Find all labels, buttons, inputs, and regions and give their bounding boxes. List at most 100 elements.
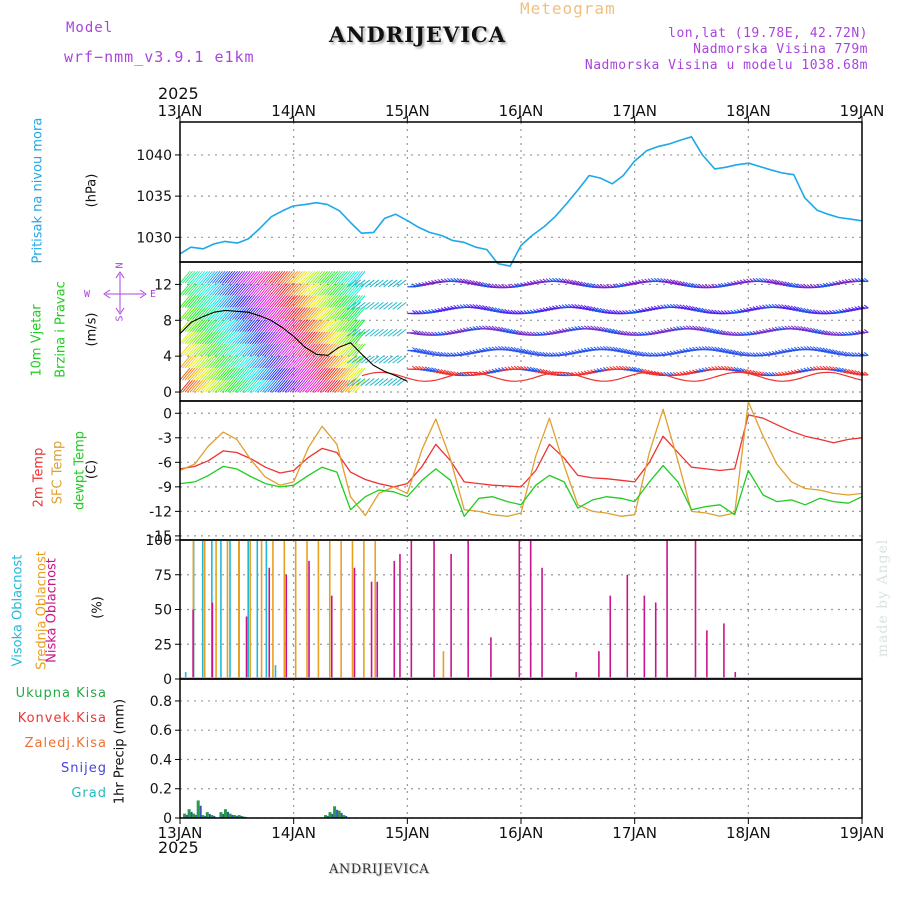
- x-tick-label-bottom: 18JAN: [726, 824, 771, 842]
- wind-barb: [194, 343, 206, 357]
- wind-barb: [254, 270, 266, 284]
- meteogram-label: Meteogram: [520, 0, 616, 18]
- wind-barb: [324, 343, 336, 357]
- wind-barb: [217, 307, 228, 320]
- wind-arrow-head: [663, 371, 669, 376]
- wind-barb: [224, 343, 236, 357]
- wind-barb: [207, 331, 218, 345]
- wind-arrow-head: [418, 365, 423, 370]
- wind-barb: [227, 355, 238, 369]
- wind-arrow-head: [622, 330, 627, 335]
- wind-arrow-head: [797, 283, 802, 288]
- wind-barb: [304, 307, 316, 320]
- precip-snow-bar: [331, 813, 334, 818]
- wind-barb: [329, 307, 341, 320]
- wind-barb: [184, 379, 196, 393]
- precip-legend-freezing: Zaledj.Kisa: [24, 736, 107, 751]
- temp-ytick-label: -3: [158, 431, 172, 447]
- wind-arrow-head: [832, 349, 837, 354]
- wind-barb: [244, 343, 256, 357]
- wind-arrow-head: [437, 368, 443, 373]
- wind-barb: [244, 367, 256, 381]
- wind-barb: [302, 270, 313, 284]
- precip-snow-bar: [336, 809, 339, 818]
- wind-arrow-head: [771, 279, 777, 283]
- wind-arrow-head: [497, 307, 503, 312]
- wind-barb: [249, 343, 261, 357]
- cloud-ytick-label: 25: [154, 637, 172, 653]
- wind-barb: [287, 319, 298, 332]
- wind-barb: [378, 301, 389, 310]
- precip-snow-bar: [340, 812, 343, 818]
- wind-barb: [269, 331, 281, 345]
- wind-barb: [317, 270, 328, 284]
- wind-arrow-head: [488, 306, 494, 310]
- wind-barb: [239, 379, 251, 393]
- wind-barb: [272, 283, 283, 296]
- wind-barb: [227, 307, 238, 320]
- wind-barb: [259, 307, 271, 320]
- wind-arrow-head: [758, 371, 764, 375]
- wind-barb: [351, 378, 362, 386]
- wind-barb: [217, 295, 228, 308]
- wind-arrow-head: [520, 348, 525, 352]
- wind-barb: [229, 307, 241, 320]
- wind-barb: [327, 270, 338, 284]
- wind-barb: [329, 379, 341, 393]
- x-tick-label-top: 19JAN: [840, 102, 885, 120]
- wind-barb: [284, 319, 296, 332]
- wind-barb: [242, 270, 253, 284]
- wind-barb: [284, 379, 296, 393]
- wind-barb: [257, 283, 268, 296]
- wind-barb: [344, 379, 356, 393]
- wind-arrow-head: [835, 366, 840, 371]
- wind-barb: [312, 379, 323, 393]
- wind-barb: [264, 283, 276, 296]
- wind-barb: [329, 295, 341, 308]
- wind-barb: [197, 295, 208, 308]
- wind-arrow-head: [863, 352, 869, 356]
- wind-barb: [184, 343, 196, 357]
- wind-arrow-head: [434, 367, 439, 372]
- wind-barb: [277, 295, 288, 308]
- wind-barb: [219, 331, 231, 345]
- wind-barb: [334, 331, 346, 345]
- wind-barb: [374, 378, 384, 386]
- wind-barb: [274, 379, 286, 393]
- wind-arrow-head: [542, 351, 548, 356]
- wind-barb: [324, 319, 336, 332]
- wind-barb: [299, 270, 311, 284]
- wind-barb: [219, 270, 231, 284]
- wind-barb: [254, 343, 266, 357]
- wind-arrow-head: [717, 329, 723, 334]
- wind-barb: [354, 367, 366, 381]
- wind-barb: [282, 295, 293, 308]
- wind-barb: [259, 367, 271, 381]
- wind-barb: [212, 307, 223, 320]
- wind-barb: [209, 307, 221, 320]
- wind-arrow-head: [539, 368, 544, 373]
- wind-ytick-label: 8: [163, 313, 172, 329]
- wind-barb: [182, 307, 193, 320]
- wind-barb: [365, 355, 375, 364]
- wind-barb: [234, 355, 246, 369]
- wind-barb: [224, 270, 236, 284]
- pressure-ytick-label: 1040: [136, 148, 172, 164]
- wind-barb: [179, 270, 191, 284]
- wind-barb: [219, 319, 231, 332]
- wind-arrow-head: [437, 351, 443, 356]
- wind-barb: [292, 367, 303, 381]
- wind-barb: [269, 307, 281, 320]
- wind-barb: [254, 355, 266, 369]
- precip-ytick-label: 0.8: [150, 694, 172, 710]
- wind-barb: [217, 367, 228, 381]
- wind-barb: [269, 283, 281, 296]
- wind-barb: [269, 355, 281, 369]
- wind-arrow-head: [577, 280, 583, 285]
- wind-barb: [197, 331, 208, 345]
- wind-barb: [322, 331, 333, 345]
- wind-barb: [392, 279, 402, 288]
- wind-arrow-head: [838, 350, 844, 355]
- wind-barb: [322, 307, 333, 320]
- wind-barb: [346, 328, 357, 337]
